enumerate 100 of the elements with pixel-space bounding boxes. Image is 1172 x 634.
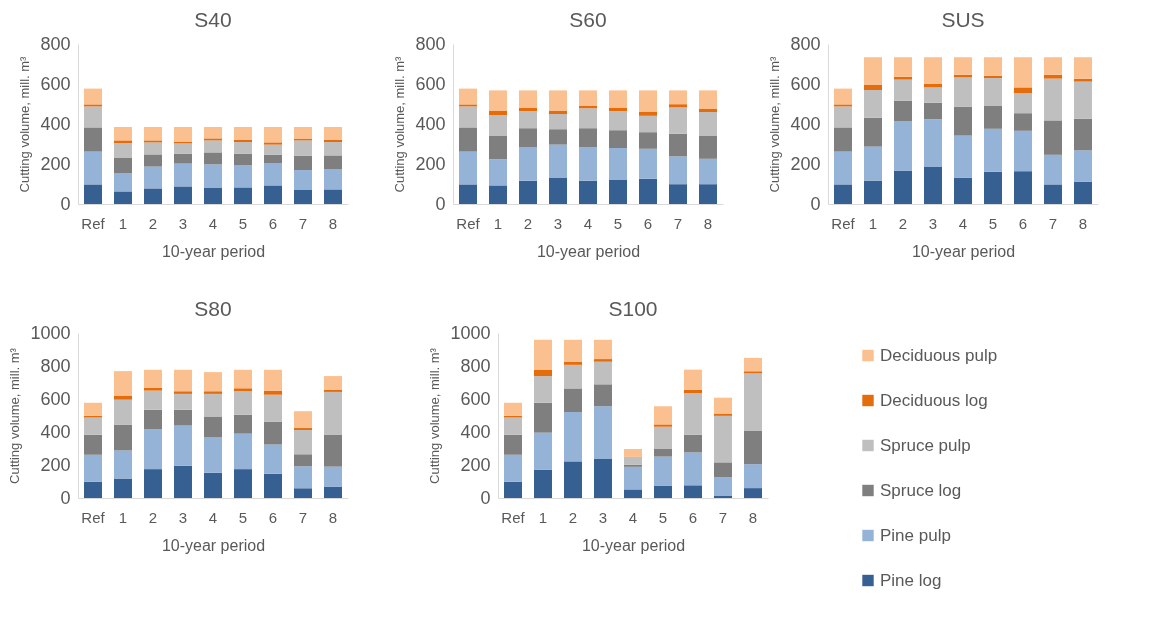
- bar: [264, 390, 282, 395]
- bar: [1044, 120, 1062, 155]
- bar: [894, 170, 912, 204]
- x-tick-label: Ref: [501, 508, 526, 526]
- bar: [144, 166, 162, 189]
- x-tick-label: 2: [898, 214, 908, 232]
- bar: [864, 117, 882, 147]
- x-tick-label: 2: [568, 508, 578, 526]
- bar: [519, 128, 537, 147]
- bar: [1044, 57, 1062, 75]
- bar: [549, 178, 567, 204]
- bar: [1074, 81, 1092, 119]
- bar: [744, 464, 762, 489]
- bar: [954, 77, 972, 107]
- bar: [564, 412, 582, 462]
- bar: [609, 148, 627, 180]
- x-tick-label: 8: [328, 508, 338, 526]
- bar: [579, 147, 597, 181]
- bar: [834, 184, 852, 204]
- bar: [834, 104, 852, 107]
- x-tick-label: Ref: [81, 214, 106, 232]
- bar: [594, 406, 612, 459]
- bar: [564, 361, 582, 365]
- bar: [534, 369, 552, 377]
- x-tick-label: 8: [748, 508, 758, 526]
- bar: [114, 191, 132, 204]
- bar: [609, 90, 627, 108]
- x-tick-label: 8: [1078, 214, 1088, 232]
- bar: [564, 339, 582, 362]
- x-tick-label: 6: [688, 508, 698, 526]
- bar: [669, 184, 687, 204]
- bar: [954, 106, 972, 136]
- bar: [84, 127, 102, 152]
- bar: [669, 90, 687, 105]
- bar: [324, 142, 342, 156]
- bar: [234, 391, 252, 415]
- bar: [699, 158, 717, 185]
- bar: [294, 411, 312, 429]
- bar: [669, 107, 687, 134]
- legend-label: Pine pulp: [880, 525, 951, 545]
- bar: [894, 76, 912, 80]
- x-tick-label: 4: [208, 214, 218, 232]
- x-tick-label: Ref: [81, 508, 106, 526]
- bar: [684, 452, 702, 486]
- x-tick-label: 2: [148, 508, 158, 526]
- y-tick-label: 200: [460, 454, 491, 475]
- bar: [579, 180, 597, 204]
- bar: [489, 185, 507, 204]
- x-tick-label: 3: [928, 214, 938, 232]
- bar: [714, 462, 732, 478]
- bar: [834, 88, 852, 105]
- bar: [984, 106, 1002, 129]
- bar: [174, 153, 192, 164]
- bar: [84, 481, 102, 498]
- bar: [894, 121, 912, 171]
- bar: [324, 434, 342, 467]
- bar: [204, 416, 222, 438]
- bar: [519, 111, 537, 129]
- bar: [954, 177, 972, 204]
- bar: [579, 108, 597, 129]
- y-tick-label: 0: [480, 487, 491, 508]
- bar: [864, 146, 882, 181]
- bar: [744, 430, 762, 465]
- bar: [504, 417, 522, 435]
- bar: [639, 111, 657, 116]
- bar: [144, 390, 162, 410]
- bar: [324, 127, 342, 140]
- x-tick-label: 1: [118, 214, 128, 232]
- bar: [234, 388, 252, 392]
- bar: [864, 90, 882, 118]
- bar: [864, 84, 882, 90]
- bar: [519, 108, 537, 111]
- y-tick-label: 800: [460, 355, 491, 376]
- y-tick-label: 400: [40, 421, 71, 442]
- bar: [489, 159, 507, 186]
- bar: [864, 180, 882, 204]
- bar: [264, 142, 282, 145]
- bar: [534, 432, 552, 470]
- bar: [294, 155, 312, 170]
- bar: [234, 153, 252, 166]
- bar: [639, 148, 657, 179]
- bar: [144, 140, 162, 143]
- bar: [234, 369, 252, 389]
- bar: [204, 138, 222, 141]
- bar: [519, 147, 537, 181]
- bar: [174, 163, 192, 187]
- bar: [579, 90, 597, 106]
- bar: [1074, 181, 1092, 204]
- bar: [594, 339, 612, 360]
- bar: [264, 444, 282, 474]
- bar: [519, 180, 537, 204]
- x-tick-label: 6: [268, 214, 278, 232]
- bar: [564, 364, 582, 389]
- bar: [1044, 154, 1062, 185]
- bar: [714, 477, 732, 496]
- bar: [324, 169, 342, 190]
- y-tick-label: 600: [415, 73, 446, 94]
- bar: [459, 127, 477, 152]
- legend-label: Spruce pulp: [880, 435, 971, 455]
- bar: [549, 90, 567, 111]
